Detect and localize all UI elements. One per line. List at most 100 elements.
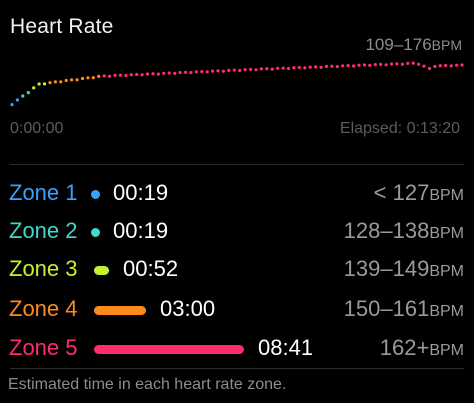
heart-rate-sample-dot	[162, 71, 166, 75]
heart-rate-sample-dot	[384, 63, 388, 67]
zone-range-value: 139–149	[343, 256, 430, 281]
zone-row-5: Zone 5 08:41 162+BPM	[0, 330, 474, 366]
heart-rate-sample-dot	[124, 73, 128, 78]
heart-rate-sample-dot	[118, 73, 122, 77]
zone-footnote: Estimated time in each heart rate zone.	[8, 376, 287, 393]
heart-rate-sample-dot	[427, 66, 432, 71]
range-value: 109–176	[365, 35, 432, 54]
divider	[10, 164, 464, 165]
zone-range: < 127BPM	[374, 180, 464, 206]
heart-rate-sample-dot	[59, 80, 63, 84]
heart-rate-sample-dot	[86, 76, 90, 80]
heart-rate-sample-dot	[449, 64, 453, 68]
heart-rate-sample-dot	[42, 82, 47, 86]
heart-rate-sample-dot	[286, 66, 291, 71]
heart-rate-sample-dot	[335, 65, 339, 69]
zone-range-value: 128–138	[343, 218, 430, 243]
heart-rate-sample-dot	[314, 65, 318, 69]
heart-rate-chart	[0, 0, 474, 160]
zone-time: 08:41	[258, 335, 314, 360]
page-title: Heart Rate	[10, 15, 114, 38]
zone-time: 00:19	[113, 218, 169, 243]
heart-rate-sample-dot	[400, 62, 404, 66]
heart-rate-sample-dot	[243, 68, 247, 72]
heart-rate-sample-dot	[205, 70, 209, 74]
zone-range-value: < 127	[373, 180, 430, 205]
heart-rate-sample-dot	[140, 73, 144, 77]
heart-rate-sample-dot	[216, 69, 220, 73]
heart-rate-sample-dot	[265, 67, 269, 71]
heart-rate-sample-dot	[70, 78, 74, 82]
heart-rate-sample-dot	[200, 70, 204, 74]
heart-rate-sample-dot	[292, 66, 296, 70]
zone-bar	[94, 266, 109, 275]
chart-elapsed-time: Elapsed: 0:13:20	[339, 120, 460, 137]
chart-start-time: 0:00:00	[10, 120, 64, 137]
heart-rate-sample-dot	[97, 74, 101, 78]
heart-rate-sample-dot	[373, 63, 377, 67]
zone-label: Zone 5	[9, 335, 78, 360]
heart-rate-sample-dot	[211, 69, 215, 73]
heart-rate-sample-dot	[151, 72, 155, 76]
heart-rate-sample-dot	[135, 72, 139, 77]
heart-rate-sample-dot	[438, 64, 442, 68]
heart-rate-sample-dot	[167, 71, 171, 75]
heart-rate-sample-dot	[433, 64, 437, 69]
heart-rate-sample-dot	[108, 74, 112, 78]
heart-rate-sample-dot	[80, 76, 85, 81]
heart-rate-sample-dot	[389, 62, 394, 66]
heart-rate-plot	[10, 61, 464, 107]
zone-time: 00:52	[123, 256, 179, 281]
heart-rate-sample-dot	[308, 65, 312, 69]
heart-rate-sample-dot	[352, 64, 356, 68]
zone-label: Zone 4	[9, 296, 78, 321]
zone-range-unit: BPM	[429, 303, 464, 320]
heart-rate-sample-dot	[21, 94, 25, 98]
zone-range: 128–138BPM	[344, 218, 464, 244]
heart-rate-sample-dot	[156, 72, 160, 76]
heart-rate-sample-dot	[53, 80, 58, 84]
heart-rate-sample-dot	[406, 61, 410, 65]
zone-row-1: Zone 1 00:19 < 127BPM	[0, 175, 474, 211]
zone-time: 03:00	[160, 296, 216, 321]
heart-rate-sample-dot	[259, 67, 263, 71]
zone-range-unit: BPM	[429, 225, 464, 242]
heart-rate-sample-dot	[357, 63, 361, 67]
zone-label: Zone 2	[9, 218, 78, 243]
heart-rate-sample-dot	[32, 86, 36, 90]
heart-rate-sample-dot	[173, 71, 177, 75]
heart-rate-sample-dot	[178, 70, 182, 75]
heart-rate-sample-dot	[368, 63, 372, 67]
zone-range: 162+BPM	[380, 335, 464, 361]
divider	[10, 368, 464, 369]
heart-rate-sample-dot	[341, 64, 345, 68]
heart-rate-sample-dot	[270, 67, 274, 71]
heart-rate-sample-dot	[281, 66, 285, 70]
heart-rate-sample-dot	[221, 69, 225, 73]
zone-label: Zone 3	[9, 256, 78, 281]
zone-range: 139–149BPM	[344, 256, 464, 282]
heart-rate-sample-dot	[113, 73, 117, 77]
heart-rate-sample-dot	[460, 63, 464, 67]
heart-rate-sample-dot	[362, 63, 366, 67]
heart-rate-sample-dot	[319, 65, 323, 69]
heart-rate-sample-dot	[232, 68, 236, 72]
heart-rate-sample-dot	[227, 68, 231, 72]
zone-range-value: 150–161	[343, 296, 430, 321]
heart-rate-sample-dot	[379, 62, 383, 66]
zone-bar	[94, 306, 146, 315]
heart-rate-sample-dot	[417, 62, 421, 66]
heart-rate-sample-dot	[444, 63, 448, 68]
heart-rate-sample-dot	[102, 74, 106, 78]
heart-rate-sample-dot	[145, 72, 150, 76]
heart-rate-sample-dot	[129, 73, 133, 77]
zone-range-unit: BPM	[429, 187, 464, 204]
heart-rate-sample-dot	[238, 68, 242, 73]
heart-rate-range: 109–176BPM	[365, 35, 462, 55]
heart-rate-sample-dot	[395, 62, 399, 66]
heart-rate-sample-dot	[276, 66, 280, 70]
heart-rate-sample-dot	[91, 76, 95, 80]
zone-row-2: Zone 2 00:19 128–138BPM	[0, 213, 474, 249]
zone-range-value: 162+	[379, 335, 430, 360]
heart-rate-sample-dot	[303, 66, 307, 70]
